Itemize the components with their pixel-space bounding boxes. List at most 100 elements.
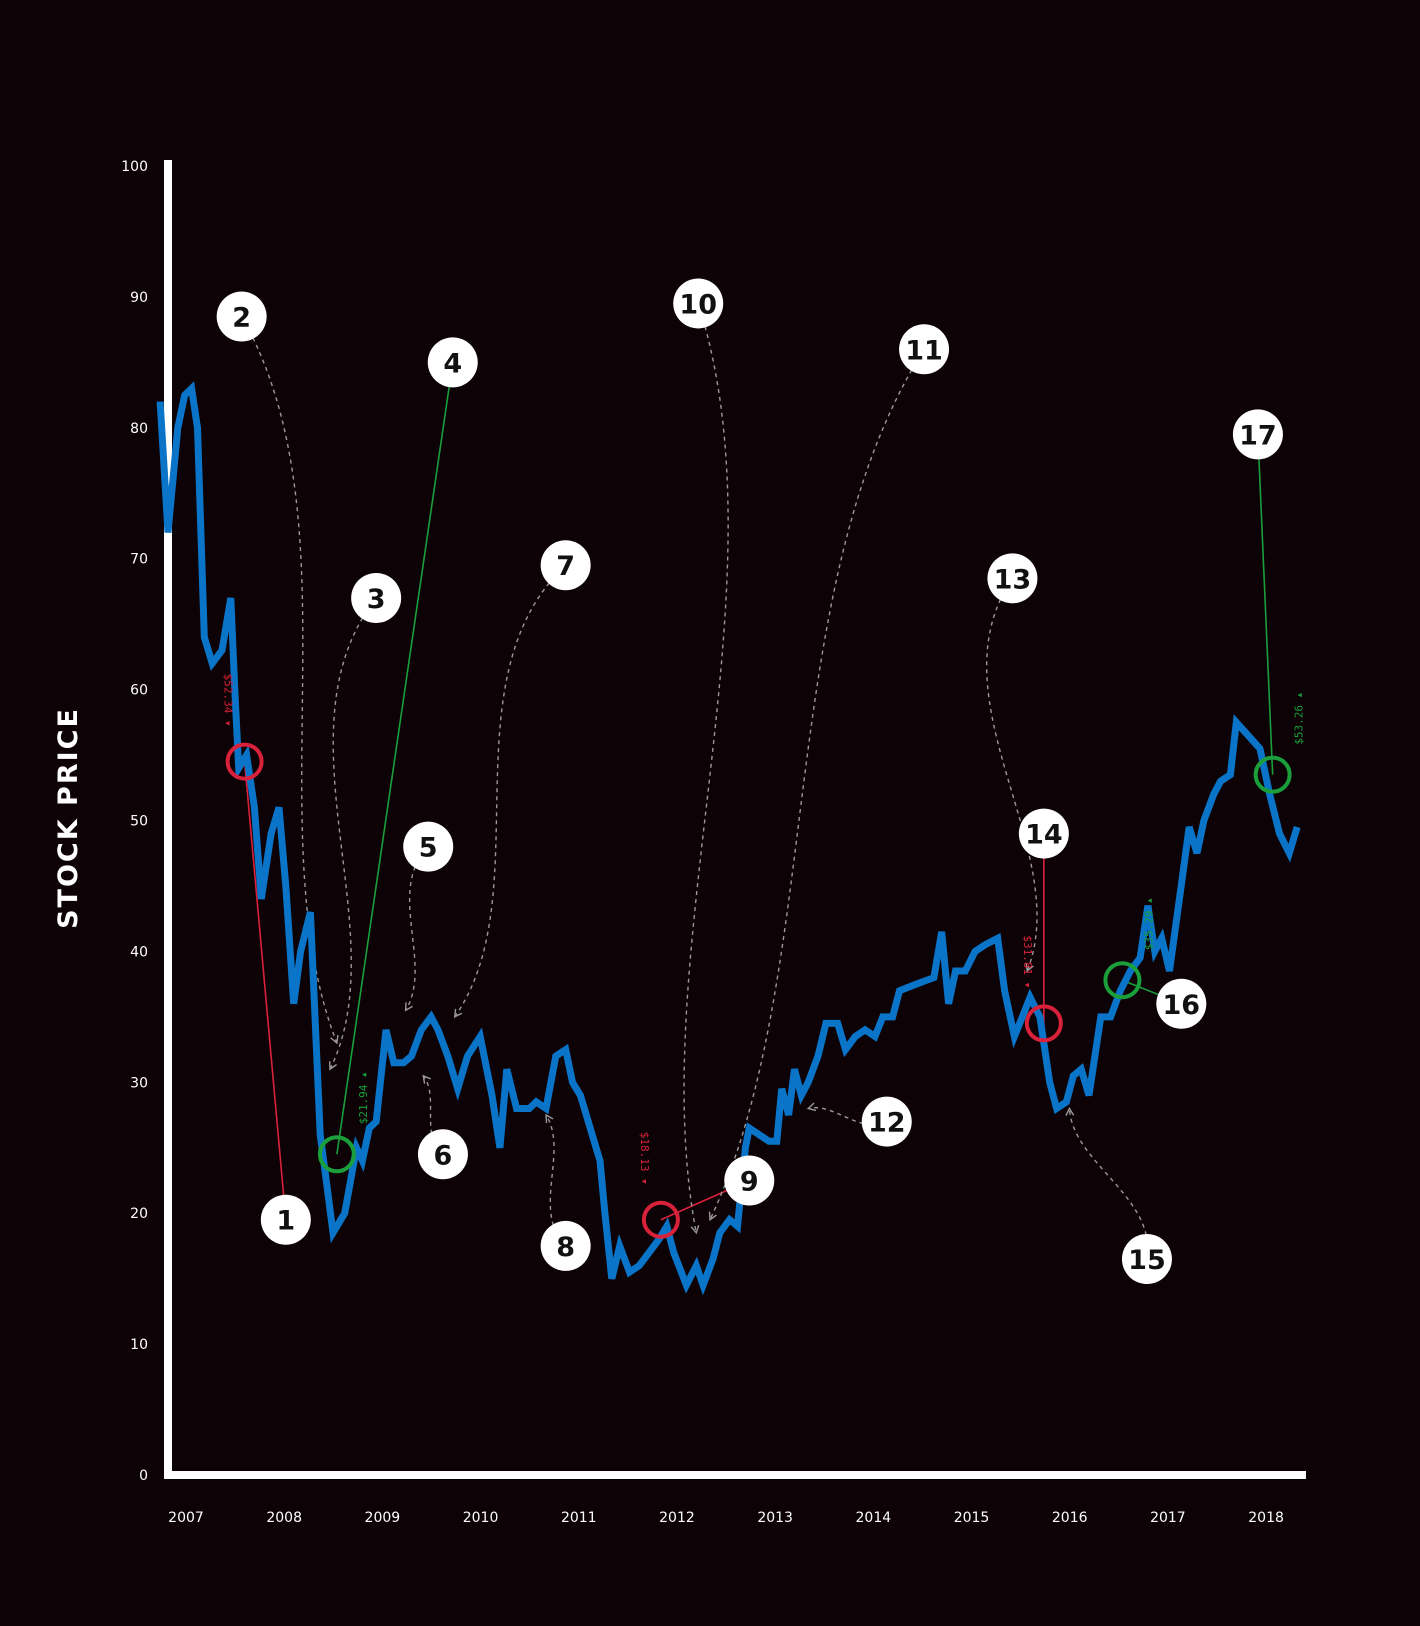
x-tick-label: 2007 <box>168 1510 204 1526</box>
annotation-number: 13 <box>994 564 1032 595</box>
highlight-ring-16 <box>1103 961 1142 1000</box>
price-tag-1: $52.34 ▾ <box>222 674 235 727</box>
price-tag-16: $35.29 ▴ <box>1142 897 1155 950</box>
highlight-rings <box>225 742 1292 1239</box>
annotation-marker-5: 5 <box>403 821 454 872</box>
annotation-marker-circle <box>216 291 267 342</box>
y-tick-label: 100 <box>121 159 148 175</box>
annotation-number: 7 <box>556 551 575 582</box>
leader-line-10 <box>683 303 729 1233</box>
y-tick-label: 60 <box>130 683 148 699</box>
leader-line-8 <box>545 1114 567 1247</box>
leader-line-13 <box>986 577 1038 972</box>
price-tag-9: $18.13 ▾ <box>638 1132 651 1185</box>
x-tick-label: 2015 <box>954 1510 990 1526</box>
annotation-marker-circle <box>1121 1234 1172 1285</box>
annotation-number: 15 <box>1128 1245 1166 1276</box>
annotation-leader-lines <box>241 303 1274 1260</box>
y-tick-label: 40 <box>130 944 148 960</box>
annotation-marker-circle <box>427 337 478 388</box>
annotation-number: 8 <box>556 1232 575 1263</box>
annotation-number: 9 <box>740 1166 759 1197</box>
annotation-marker-3: 3 <box>351 572 402 623</box>
annotation-marker-12: 12 <box>861 1096 912 1147</box>
leader-arrowhead-10 <box>690 1225 700 1235</box>
annotation-marker-circle <box>403 821 454 872</box>
stock-price-line <box>156 381 1301 1296</box>
annotation-marker-circle <box>861 1096 912 1147</box>
x-tick-label: 2012 <box>659 1510 695 1526</box>
annotation-marker-1: 1 <box>260 1194 311 1245</box>
annotation-marker-circle <box>417 1129 468 1180</box>
annotation-marker-11: 11 <box>899 324 950 375</box>
x-tick-label: 2016 <box>1052 1510 1088 1526</box>
x-tick-label: 2008 <box>266 1510 302 1526</box>
y-tick-label: 80 <box>130 421 148 437</box>
annotation-marker-10: 10 <box>673 278 724 329</box>
annotation-number: 1 <box>276 1206 295 1237</box>
annotation-marker-16: 16 <box>1156 978 1207 1029</box>
leader-line-11 <box>709 348 925 1221</box>
leader-arrowhead-7 <box>453 1008 463 1019</box>
annotation-marker-circle <box>1232 409 1283 460</box>
highlight-ring-9 <box>641 1200 680 1239</box>
leader-line-7 <box>454 564 567 1018</box>
annotation-marker-2: 2 <box>216 291 267 342</box>
x-tick-label: 2011 <box>561 1510 597 1526</box>
leader-line-2 <box>241 316 338 1044</box>
annotation-marker-circle <box>1018 808 1069 859</box>
y-tick-label: 50 <box>130 814 148 830</box>
annotation-number: 11 <box>905 335 943 366</box>
annotation-marker-circle <box>351 572 402 623</box>
annotation-marker-13: 13 <box>987 553 1038 604</box>
annotation-marker-17: 17 <box>1232 409 1283 460</box>
price-tag-4: $21.94 ▴ <box>357 1071 370 1124</box>
x-tick-label: 2010 <box>463 1510 499 1526</box>
y-tick-labels: 0 10 20 30 40 50 60 70 80 90 100 <box>121 159 148 1484</box>
annotation-marker-15: 15 <box>1121 1234 1172 1285</box>
leader-arrowhead-5 <box>404 1002 413 1012</box>
annotation-marker-14: 14 <box>1018 808 1069 859</box>
annotation-number: 10 <box>679 289 717 320</box>
price-tag-14: $31.81 ▾ <box>1021 935 1034 988</box>
annotation-number: 5 <box>419 833 438 864</box>
annotation-number: 16 <box>1163 990 1201 1021</box>
leader-arrowhead-2 <box>330 1035 339 1045</box>
annotation-number: 3 <box>367 584 386 615</box>
y-tick-label: 0 <box>139 1468 148 1484</box>
annotation-number: 4 <box>443 348 462 379</box>
leader-line-17 <box>1257 434 1274 775</box>
annotation-marker-6: 6 <box>417 1129 468 1180</box>
leader-line-4 <box>336 362 454 1155</box>
y-axis-title: STOCK PRICE <box>53 707 84 929</box>
price-tags: $52.34 ▾ $21.94 ▴ $18.13 ▾ $31.81 ▾ $35.29 ▴… <box>222 674 1306 1185</box>
price-tag-17: $53.26 ▴ <box>1293 692 1306 745</box>
annotation-marker-circle <box>260 1194 311 1245</box>
annotation-marker-circle <box>540 540 591 591</box>
annotation-number: 17 <box>1239 420 1277 451</box>
x-tick-label: 2017 <box>1150 1510 1186 1526</box>
annotation-number: 2 <box>232 303 251 334</box>
x-tick-label: 2009 <box>365 1510 401 1526</box>
annotation-number: 12 <box>868 1108 906 1139</box>
highlight-ring-14 <box>1024 1004 1063 1043</box>
annotation-marker-circle <box>899 324 950 375</box>
highlight-ring-1 <box>225 742 264 781</box>
leader-line-15 <box>1068 1108 1149 1260</box>
annotation-number: 14 <box>1025 820 1063 851</box>
annotation-marker-circle <box>540 1220 591 1271</box>
annotation-marker-9: 9 <box>724 1155 775 1206</box>
y-tick-label: 20 <box>130 1206 148 1222</box>
leader-arrowhead-3 <box>329 1061 337 1071</box>
y-tick-label: 90 <box>130 290 148 306</box>
leader-arrowhead-11 <box>708 1211 717 1222</box>
annotation-marker-7: 7 <box>540 540 591 591</box>
annotation-marker-circle <box>1156 978 1207 1029</box>
leader-line-1 <box>243 761 287 1220</box>
leader-line-3 <box>329 597 377 1070</box>
y-tick-label: 70 <box>130 552 148 568</box>
axes <box>164 160 1306 1479</box>
